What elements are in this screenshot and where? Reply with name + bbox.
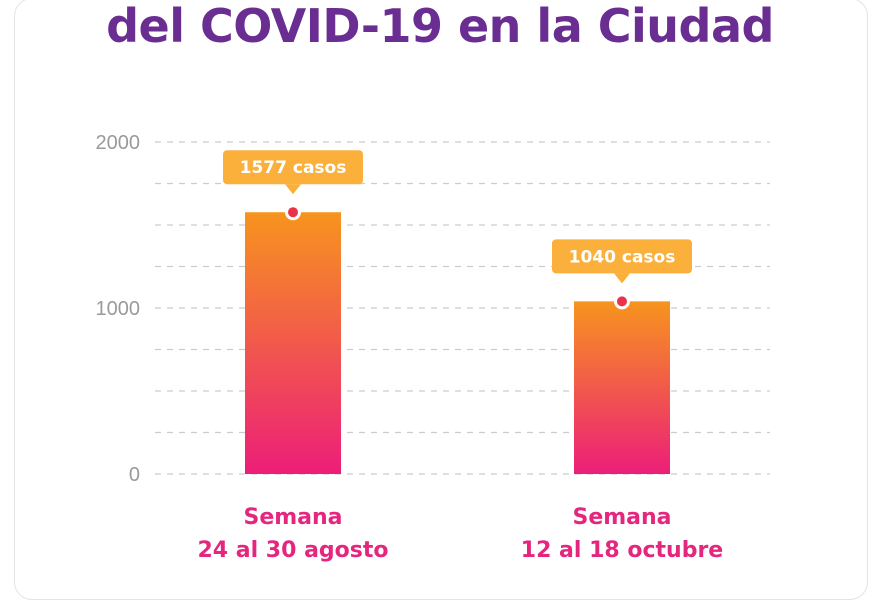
category-label: Semana [572, 505, 671, 530]
chart-title: del COVID-19 en la Ciudad [106, 0, 774, 53]
y-axis-ticks: 0 1000 2000 [96, 132, 141, 486]
bar [245, 212, 341, 474]
bar-chart: 0 1000 2000 1577 casos 1040 casos Semana 24 … [96, 132, 770, 563]
y-tick-label: 0 [129, 464, 140, 486]
category-label: 24 al 30 agosto [197, 538, 388, 563]
y-tick-label: 2000 [96, 132, 141, 154]
category-label: Semana [243, 505, 342, 530]
callout-box [223, 150, 363, 185]
bar [574, 301, 670, 474]
bar-marker [288, 207, 298, 218]
data-label: 1040 casos [569, 247, 676, 267]
bars: 1577 casos 1040 casos [223, 150, 692, 474]
callout-pointer [614, 273, 630, 284]
data-label: 1577 casos [240, 158, 347, 178]
callout-box [552, 239, 692, 274]
category-labels: Semana 24 al 30 agosto Semana 12 al 18 octu… [197, 505, 723, 563]
bar-marker [617, 296, 627, 307]
y-tick-label: 1000 [96, 298, 141, 320]
category-label: 12 al 18 octubre [521, 538, 723, 563]
callout-pointer [285, 184, 301, 195]
